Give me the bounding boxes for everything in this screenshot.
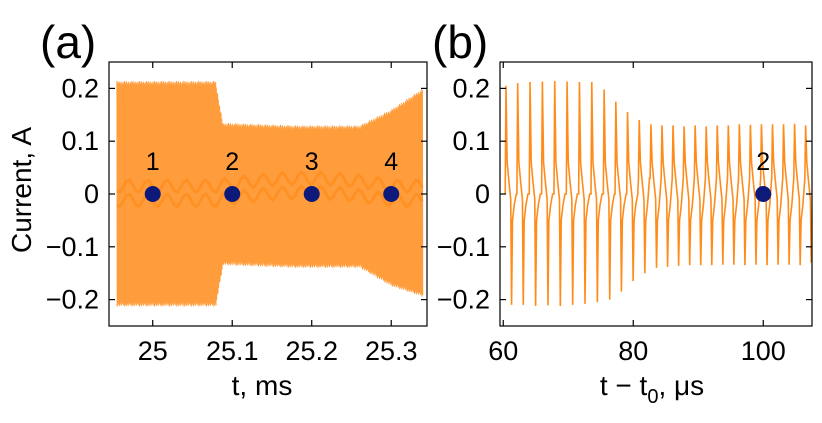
panel-b-label: (b) bbox=[432, 16, 488, 68]
panel-b-x-axis-label-main: t − t bbox=[600, 370, 648, 401]
panel-a-y-tick-label: −0.1 bbox=[46, 232, 99, 262]
panel-a-marker-2 bbox=[224, 186, 241, 202]
panel-b-signal-group bbox=[504, 80, 812, 306]
panel-b-y-tick-label: 0.2 bbox=[452, 73, 490, 103]
panel-b-x-tick-label: 100 bbox=[741, 336, 786, 366]
panel-a-marker-3 bbox=[303, 186, 320, 202]
panel-a-signal-group bbox=[116, 81, 424, 307]
panel-b-x-tick-label: 80 bbox=[618, 336, 648, 366]
panel-a-upper-band bbox=[116, 169, 424, 195]
panel-a-marker-label-4: 4 bbox=[384, 148, 398, 176]
panel-a-y-tick-label: 0 bbox=[84, 179, 99, 209]
panel-b-x-axis-label: t − t0, μs bbox=[600, 370, 704, 408]
panel-b-current-trace bbox=[504, 80, 812, 306]
panel-b-x-tick-label: 60 bbox=[488, 336, 518, 366]
panel-a-x-tick-label: 25.3 bbox=[365, 336, 418, 366]
panel-b-axes: 60 80 100 −0.2 −0.1 0 0.1 0.2 bbox=[437, 61, 813, 366]
panel-b-plot-area: 2 bbox=[504, 80, 812, 306]
panel-a-label: (a) bbox=[40, 16, 96, 68]
panel-a-y-tick-label: 0.2 bbox=[61, 73, 99, 103]
panel-b-x-axis-label-unit: , μs bbox=[658, 370, 704, 401]
panel-a-marker-4 bbox=[383, 186, 400, 202]
panel-a-y-tick-label: 0.1 bbox=[61, 126, 99, 156]
panel-b: (b) 2 60 80 100−0.2−0.100.10.2 t − t0, μs bbox=[432, 16, 813, 408]
panel-a-y-tick-label: −0.2 bbox=[46, 285, 99, 315]
panel-a: (a) 1 2 3 4 25 25.1 25.2 25.3 −0.2 −0.1 0 0.1 0.2 t… bbox=[6, 16, 428, 401]
panel-a-x-axis-label: t, ms bbox=[232, 370, 293, 401]
panel-b-y-tick-label: 0.1 bbox=[452, 126, 490, 156]
panel-b-x-axis-label-subscript: 0 bbox=[647, 386, 658, 408]
panel-a-x-tick-label: 25.2 bbox=[285, 336, 338, 366]
panel-a-marker-label-1: 1 bbox=[146, 148, 160, 176]
panel-b-marker-label-2: 2 bbox=[756, 148, 770, 176]
panel-a-x-tick-label: 25 bbox=[138, 336, 168, 366]
panel-a-y-axis-label: Current, A bbox=[6, 127, 37, 253]
panel-a-marker-label-2: 2 bbox=[225, 148, 239, 176]
panel-b-y-tick-label: −0.1 bbox=[437, 232, 490, 262]
panel-a-plot-area: 1 2 3 4 bbox=[116, 81, 424, 307]
panel-a-marker-1 bbox=[144, 186, 161, 202]
panel-a-marker-label-3: 3 bbox=[305, 148, 319, 176]
panel-a-x-tick-label: 25.1 bbox=[206, 336, 259, 366]
panel-b-y-tick-label: 0 bbox=[475, 179, 490, 209]
panel-a-lower-band bbox=[116, 183, 424, 209]
panel-b-marker-2 bbox=[755, 186, 772, 202]
panel-a-axes: 25 25.1 25.2 25.3 −0.2 −0.1 0 0.1 0.2 bbox=[46, 61, 428, 366]
panel-b-y-tick-label: −0.2 bbox=[437, 285, 490, 315]
